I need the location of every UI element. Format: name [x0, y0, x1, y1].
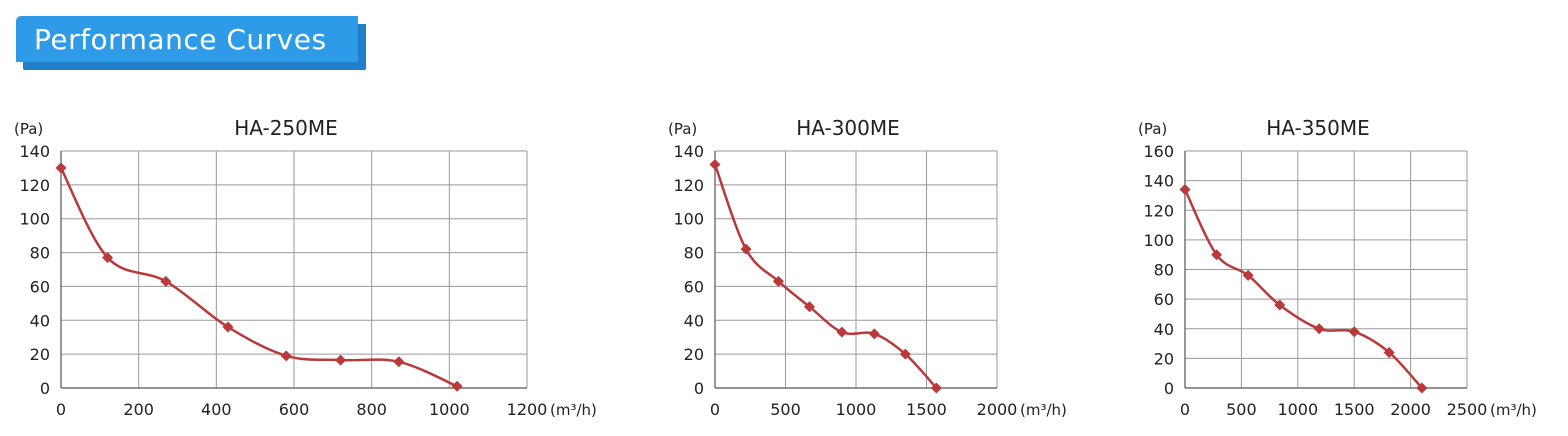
data-point [1242, 269, 1254, 281]
y-tick-label: 140 [19, 142, 50, 161]
section-banner: Performance Curves [16, 16, 366, 70]
x-tick-label: 2000 [977, 400, 1018, 419]
chart-ha-250me: 0 20 40 60 80 100 120 140 0 200 400 600 800 1000 1200 H… [14, 116, 597, 419]
data-point [160, 275, 172, 287]
x-tick-label: 1500 [906, 400, 947, 419]
y-axis-unit: (Pa) [1138, 120, 1167, 138]
data-point [1274, 299, 1286, 311]
y-tick-label: 120 [673, 176, 704, 195]
y-tick-label: 60 [1154, 290, 1174, 309]
chart-title: HA-300ME [796, 116, 900, 140]
data-point [55, 162, 67, 174]
y-tick-label: 0 [694, 379, 704, 398]
y-tick-label: 80 [684, 244, 704, 263]
x-tick-label: 600 [279, 400, 310, 419]
x-tick-label: 400 [201, 400, 232, 419]
data-point [1313, 323, 1325, 335]
data-point [393, 356, 405, 368]
x-tick-label: 2000 [1390, 400, 1431, 419]
x-tick-label: 1000 [836, 400, 877, 419]
y-tick-label: 60 [30, 277, 50, 296]
y-tick-label: 100 [1143, 231, 1174, 250]
data-point [451, 380, 463, 392]
x-tick-label: 1200 [507, 400, 548, 419]
x-tick-label: 2500 [1447, 400, 1488, 419]
x-tick-label: 0 [1180, 400, 1190, 419]
data-point [1179, 184, 1191, 196]
y-tick-label: 80 [30, 244, 50, 263]
y-tick-label: 60 [684, 277, 704, 296]
chart-title: HA-250ME [234, 116, 338, 140]
y-axis-unit: (Pa) [668, 120, 697, 138]
data-point [280, 350, 292, 362]
data-point [1211, 249, 1223, 261]
data-point [930, 382, 942, 394]
chart-ha-300me: 0 20 40 60 80 100 120 140 0 500 1000 1500 2000 HA-300… [668, 116, 1067, 419]
y-tick-label: 120 [1143, 201, 1174, 220]
data-point [899, 348, 911, 360]
y-tick-label: 20 [684, 345, 704, 364]
x-tick-label: 800 [356, 400, 387, 419]
data-point [772, 275, 784, 287]
y-tick-label: 40 [684, 311, 704, 330]
x-tick-label: 1500 [1334, 400, 1375, 419]
y-tick-label: 0 [40, 379, 50, 398]
y-tick-label: 100 [19, 210, 50, 229]
y-tick-label: 120 [19, 176, 50, 195]
y-tick-label: 140 [1143, 172, 1174, 191]
banner-face [16, 16, 358, 62]
y-tick-label: 0 [1164, 379, 1174, 398]
y-axis-unit: (Pa) [14, 120, 43, 138]
x-tick-label: 1000 [429, 400, 470, 419]
data-point [740, 243, 752, 255]
x-tick-label: 0 [56, 400, 66, 419]
data-point [868, 328, 880, 340]
series-line [59, 167, 458, 388]
y-tick-label: 40 [30, 311, 50, 330]
chart-ha-350me: 0 20 40 60 80 100 120 140 160 0 500 1000 1500 2000 250… [1138, 116, 1537, 419]
data-point [222, 321, 234, 333]
data-point [803, 301, 815, 313]
data-point [836, 326, 848, 338]
x-axis-unit: (m³/h) [1490, 401, 1537, 419]
y-tick-label: 140 [673, 142, 704, 161]
y-tick-label: 100 [673, 210, 704, 229]
x-tick-label: 1000 [1277, 400, 1318, 419]
x-tick-label: 500 [1226, 400, 1257, 419]
y-tick-label: 160 [1143, 142, 1174, 161]
x-axis-unit: (m³/h) [1020, 401, 1067, 419]
data-point [1383, 346, 1395, 358]
data-point [1416, 382, 1428, 394]
x-tick-label: 0 [710, 400, 720, 419]
x-axis-unit: (m³/h) [550, 401, 597, 419]
y-tick-label: 80 [1154, 261, 1174, 280]
x-tick-label: 200 [123, 400, 154, 419]
y-tick-label: 40 [1154, 320, 1174, 339]
y-tick-label: 20 [1154, 349, 1174, 368]
data-point [102, 252, 114, 264]
data-point [335, 354, 347, 366]
x-tick-label: 500 [770, 400, 801, 419]
data-point [1348, 326, 1360, 338]
page-title: Performance Curves [34, 23, 327, 56]
data-point [709, 159, 721, 171]
y-tick-label: 20 [30, 345, 50, 364]
chart-title: HA-350ME [1266, 116, 1370, 140]
